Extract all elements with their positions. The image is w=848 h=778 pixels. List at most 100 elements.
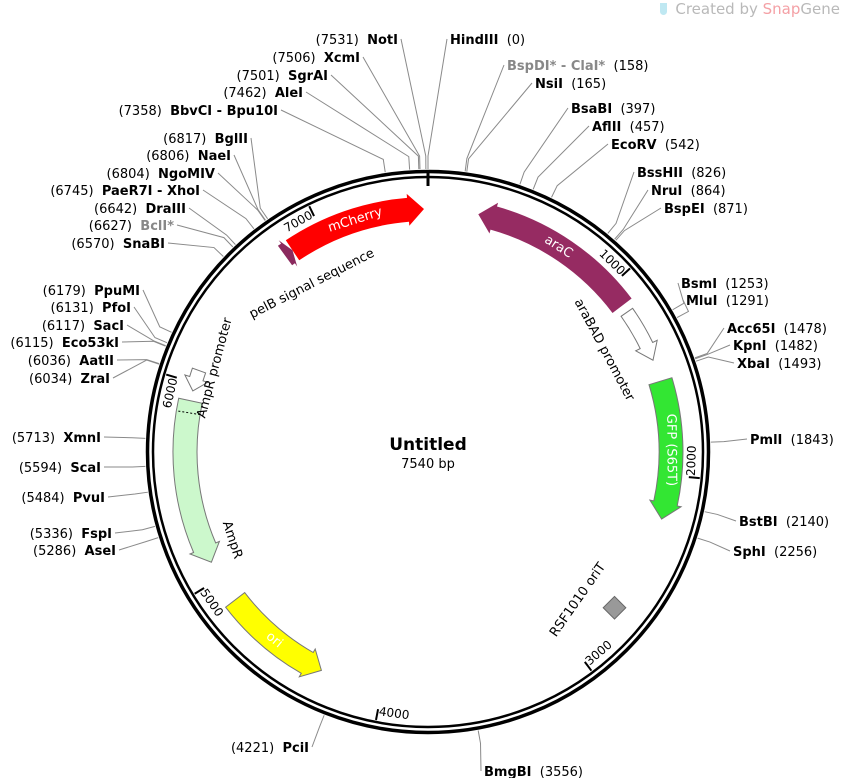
- enzyme-name: BsaBI: [571, 102, 612, 117]
- enzyme-position: (5286): [33, 544, 76, 559]
- enzyme-site-bcli[interactable]: (6627) BclI*: [89, 219, 174, 234]
- enzyme-site-pcii[interactable]: (4221) PciI: [231, 741, 309, 756]
- enzyme-site-draiii[interactable]: (6642) DraIII: [94, 202, 186, 217]
- enzyme-site-bsabi[interactable]: BsaBI (397): [571, 102, 655, 117]
- enzyme-name: BsmI: [681, 277, 717, 292]
- enzyme-position: (3556): [540, 765, 583, 778]
- enzyme-position: (1478): [784, 322, 827, 337]
- enzyme-name: FspI: [81, 527, 112, 542]
- enzyme-site-xcmi[interactable]: (7506) XcmI: [272, 51, 360, 66]
- enzyme-site-scai[interactable]: (5594) ScaI: [19, 461, 101, 476]
- enzyme-site-paer7i-xhoi[interactable]: (6745) PaeR7I - XhoI: [50, 184, 200, 199]
- enzyme-leader-line: [695, 356, 735, 364]
- enzyme-site-hindiii[interactable]: HindIII (0): [450, 33, 525, 48]
- enzyme-position: (397): [620, 102, 655, 117]
- feature-arrow[interactable]: [224, 591, 323, 678]
- enzyme-site-acc65i[interactable]: Acc65I (1478): [727, 322, 827, 337]
- feature-gfp-s65t[interactable]: GFP (S65T): [648, 377, 684, 520]
- feature-mcherry[interactable]: mCherry: [285, 193, 424, 261]
- enzyme-site-mlui[interactable]: MluI (1291): [686, 294, 769, 309]
- enzyme-site-naei[interactable]: (6806) NaeI: [146, 149, 231, 164]
- enzyme-name: ZraI: [81, 372, 110, 387]
- feature-arrow[interactable]: [285, 193, 424, 261]
- enzyme-name: PaeR7I - XhoI: [102, 184, 200, 199]
- enzyme-leader-line: [614, 189, 649, 240]
- enzyme-position: (5594): [19, 461, 62, 476]
- enzyme-leader-line: [126, 324, 166, 347]
- enzyme-name: AflII: [592, 120, 621, 135]
- enzyme-site-pvui[interactable]: (5484) PvuI: [21, 491, 105, 506]
- feature-ampr[interactable]: AmpR: [172, 397, 245, 563]
- enzyme-leader-line: [133, 306, 168, 344]
- enzyme-site-ngomiv[interactable]: (6804) NgoMIV: [107, 167, 215, 182]
- feature-arrow[interactable]: [172, 397, 221, 563]
- enzyme-site-bglii[interactable]: (6817) BglII: [163, 132, 248, 147]
- snapgene-logo-icon: [660, 3, 668, 15]
- enzyme-site-bspdi-clai[interactable]: BspDI* - ClaI* (158): [507, 59, 648, 74]
- enzyme-site-nsii[interactable]: NsiI (165): [535, 77, 606, 92]
- enzyme-leader-line: [464, 64, 505, 172]
- enzyme-position: (7501): [237, 69, 280, 84]
- feature-label: GFP (S65T): [663, 414, 679, 487]
- enzyme-position: (7462): [223, 86, 266, 101]
- enzyme-site-nrui[interactable]: NruI (864): [651, 184, 726, 199]
- enzyme-site-bstbi[interactable]: BstBI (2140): [739, 515, 829, 530]
- enzyme-name: MluI: [686, 294, 717, 309]
- feature-arrow[interactable]: [183, 367, 210, 392]
- enzyme-site-bsmi[interactable]: BsmI (1253): [681, 277, 769, 292]
- enzyme-site-asei[interactable]: (5286) AseI: [33, 544, 116, 559]
- tick-label: 5000: [197, 586, 226, 619]
- enzyme-site-aflii[interactable]: AflII (457): [592, 120, 665, 135]
- enzyme-position: (2140): [786, 515, 829, 530]
- enzyme-position: (7506): [272, 51, 315, 66]
- enzyme-site-ppumi[interactable]: (6179) PpuMI: [43, 284, 140, 299]
- enzyme-site-bmgbi[interactable]: BmgBI (3556): [484, 765, 583, 778]
- enzyme-site-pfoi[interactable]: (6131) PfoI: [51, 301, 131, 316]
- enzyme-position: (6642): [94, 202, 137, 217]
- enzyme-name: AseI: [85, 544, 116, 559]
- enzyme-site-bbvci-bpu10i[interactable]: (7358) BbvCI - Bpu10I: [119, 104, 278, 119]
- enzyme-site-fspi[interactable]: (5336) FspI: [30, 527, 112, 542]
- enzyme-leader-lines: [103, 38, 748, 772]
- feature-arrow[interactable]: [620, 307, 658, 361]
- feature-arrow[interactable]: [648, 377, 684, 520]
- enzyme-site-alei[interactable]: (7462) AleI: [223, 86, 303, 101]
- feature-ori[interactable]: ori: [224, 591, 323, 678]
- enzyme-leader-line: [188, 207, 236, 245]
- enzyme-site-bsshii[interactable]: BssHII (826): [637, 166, 726, 181]
- enzyme-name: SnaBI: [123, 237, 165, 252]
- enzyme-site-xmni[interactable]: (5713) XmnI: [12, 431, 101, 446]
- enzyme-site-snabi[interactable]: (6570) SnaBI: [71, 237, 165, 252]
- feature-arrow[interactable]: [277, 240, 298, 267]
- enzyme-site-sgrai[interactable]: (7501) SgrAI: [237, 69, 328, 84]
- enzyme-name: SacI: [93, 319, 124, 334]
- enzyme-site-xbai[interactable]: XbaI (1493): [737, 357, 821, 372]
- enzyme-site-eco53ki[interactable]: (6115) Eco53kI: [10, 336, 119, 351]
- feature-arrow[interactable]: [478, 202, 632, 313]
- enzyme-position: (864): [691, 184, 726, 199]
- enzyme-leader-line: [607, 171, 635, 234]
- enzyme-position: (6745): [50, 184, 93, 199]
- enzyme-site-noti[interactable]: (7531) NotI: [316, 33, 398, 48]
- enzyme-site-saci[interactable]: (6117) SacI: [42, 319, 124, 334]
- enzyme-name: Eco53kI: [62, 336, 119, 351]
- enzyme-name: XmnI: [63, 431, 101, 446]
- feature-marker[interactable]: [602, 595, 627, 620]
- enzyme-site-pmli[interactable]: PmlI (1843): [750, 433, 834, 448]
- enzyme-site-zrai[interactable]: (6034) ZraI: [29, 372, 110, 387]
- enzyme-site-bspei[interactable]: BspEI (871): [664, 202, 748, 217]
- feature-arabad-promoter[interactable]: araBAD promoter: [571, 296, 658, 404]
- enzyme-name: PvuI: [73, 491, 105, 506]
- enzyme-position: (6036): [28, 354, 71, 369]
- enzyme-leader-line: [118, 537, 159, 551]
- enzyme-position: (457): [630, 120, 665, 135]
- feature-rsf1010-orit[interactable]: RSF1010 oriT: [547, 560, 627, 640]
- enzyme-site-sphi[interactable]: SphI (2256): [733, 545, 817, 560]
- tick-label: 4000: [378, 704, 410, 722]
- enzyme-site-kpni[interactable]: KpnI (1482): [733, 339, 818, 354]
- feature-pelb-signal-sequence[interactable]: pelB signal sequence: [247, 240, 377, 322]
- enzyme-site-ecorv[interactable]: EcoRV (542): [611, 138, 700, 153]
- enzyme-position: (1482): [775, 339, 818, 354]
- enzyme-site-aatii[interactable]: (6036) AatII: [28, 354, 114, 369]
